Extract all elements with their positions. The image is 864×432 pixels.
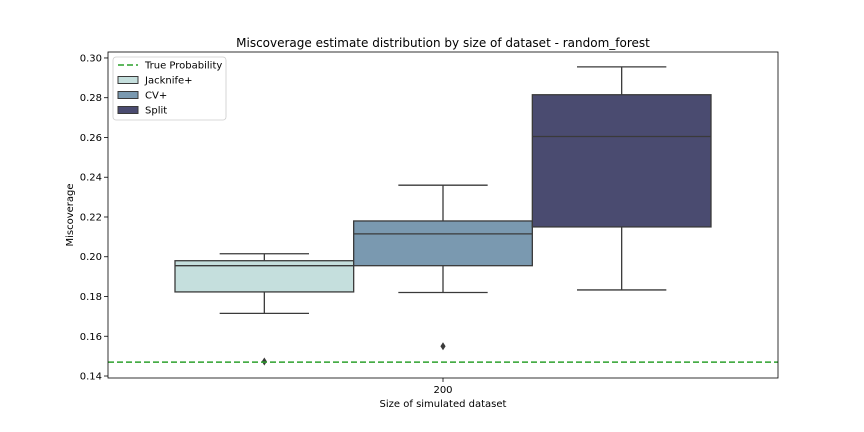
legend-handle-0 <box>117 76 139 84</box>
outlier-marker <box>440 342 446 351</box>
box-2 <box>531 94 712 228</box>
legend-handle-2 <box>117 106 139 114</box>
y-axis: 0.14 0.16 0.18 0.20 0.22 0.24 0.26 0.28 0.30 <box>80 53 108 383</box>
x-axis: 200 <box>433 378 453 396</box>
y-tick-label: 0.16 <box>80 332 102 343</box>
legend-box <box>112 56 227 121</box>
legend-label-1: CV+ <box>145 91 167 102</box>
y-tick-label: 0.28 <box>80 93 102 104</box>
legend-label-2: Split <box>145 106 167 117</box>
box-1 <box>353 220 533 267</box>
y-tick-label: 0.18 <box>80 292 102 303</box>
chart-title: Miscoverage estimate distribution by siz… <box>236 36 650 50</box>
y-tick-label: 0.14 <box>80 372 102 383</box>
y-tick-label: 0.20 <box>80 252 102 263</box>
x-axis-label: Size of simulated dataset <box>380 399 507 410</box>
x-tick-label: 200 <box>433 385 452 396</box>
legend-label-reference: True Probability <box>144 61 222 72</box>
y-tick-label: 0.26 <box>80 133 102 144</box>
legend-handle-1 <box>117 91 139 99</box>
legend-label-0: Jacknife+ <box>144 76 193 87</box>
plot-area <box>108 66 778 366</box>
y-tick-label: 0.30 <box>80 53 102 64</box>
y-tick-label: 0.24 <box>80 173 102 184</box>
y-tick-label: 0.22 <box>80 212 102 223</box>
y-axis-label: Miscoverage <box>65 183 76 246</box>
legend: True Probability Jacknife+ CV+ Split <box>112 56 227 121</box>
